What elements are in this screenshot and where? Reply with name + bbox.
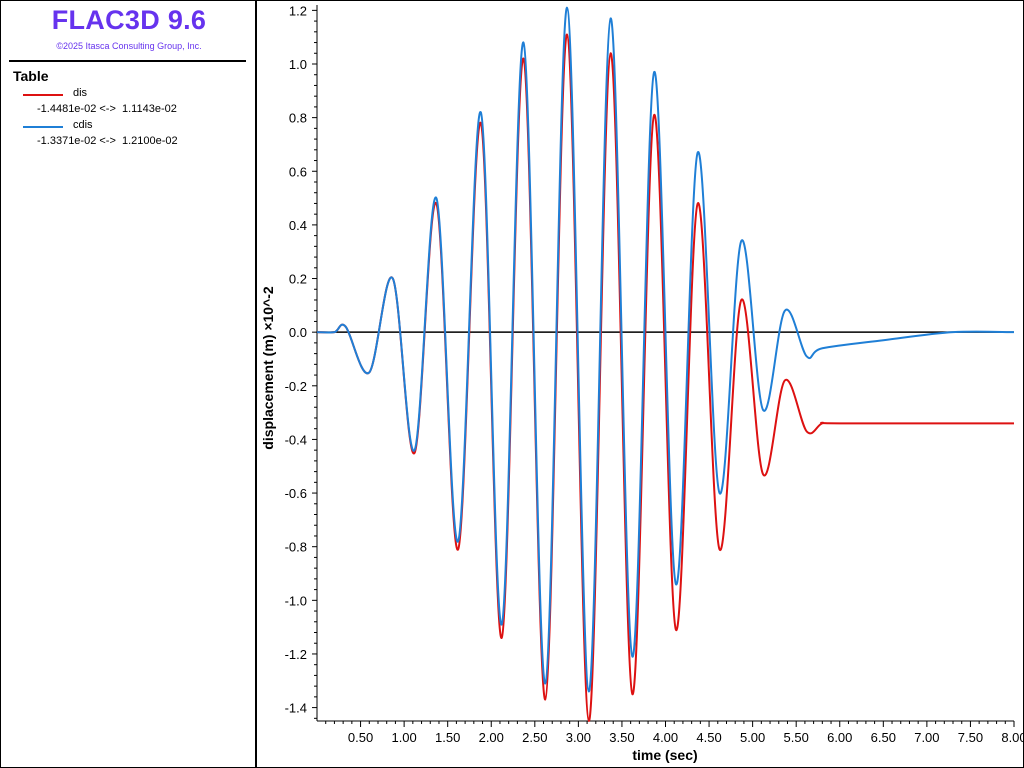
- y-tick-label: -0.4: [285, 432, 307, 447]
- y-ticks: 1.2 1.0 0.8 0.6 0.4 0.2 0.0 -0.2 -0.4 -0.6 -0.8 -1.…: [285, 3, 317, 719]
- x-tick-label: 1.00: [391, 730, 416, 745]
- x-tick-label: 3.00: [566, 730, 591, 745]
- x-axis-label: time (sec): [632, 747, 697, 763]
- y-tick-label: -1.4: [285, 701, 307, 716]
- y-tick-label: 0.6: [289, 164, 307, 179]
- y-axis-label: displacement (m) ×10^-2: [260, 286, 276, 450]
- legend-range-dis: -1.4481e-02 <-> 1.1143e-02: [37, 103, 177, 115]
- series-lines: [316, 6, 1015, 723]
- legend-heading: Table: [13, 68, 49, 84]
- x-tick-label: 4.50: [696, 730, 721, 745]
- x-tick-label: 6.00: [827, 730, 852, 745]
- title-divider: [9, 60, 246, 62]
- legend-panel: FLAC3D 9.6 ©2025 Itasca Consulting Group…: [1, 1, 257, 767]
- y-tick-label: -1.0: [285, 593, 307, 608]
- copyright-notice: ©2025 Itasca Consulting Group, Inc.: [56, 41, 202, 51]
- y-tick-label: 0.2: [289, 272, 307, 287]
- legend-entry-dis[interactable]: dis -1.4481e-02 <-> 1.1143e-02: [1, 87, 251, 119]
- legend-range-cdis: -1.3371e-02 <-> 1.2100e-02: [37, 135, 178, 147]
- x-tick-label: 2.50: [522, 730, 547, 745]
- y-tick-label: 1.2: [289, 3, 307, 18]
- x-tick-label: 8.00: [1001, 730, 1023, 745]
- series-line-cdis: [316, 6, 1015, 693]
- x-tick-label: 3.50: [609, 730, 634, 745]
- x-tick-label: 7.50: [958, 730, 983, 745]
- y-tick-label: -0.6: [285, 486, 307, 501]
- y-tick-label: 1.0: [289, 57, 307, 72]
- x-tick-label: 2.00: [479, 730, 504, 745]
- x-tick-label: 7.00: [914, 730, 939, 745]
- legend-label-dis: dis: [73, 87, 88, 99]
- x-tick-label: 0.50: [348, 730, 373, 745]
- legend-swatch-dis: [23, 94, 63, 96]
- x-tick-label: 4.00: [653, 730, 678, 745]
- x-tick-label: 5.00: [740, 730, 765, 745]
- y-tick-label: -0.8: [285, 540, 307, 555]
- legend-entry-cdis[interactable]: cdis -1.3371e-02 <-> 1.2100e-02: [1, 119, 251, 151]
- app-title: FLAC3D 9.6: [51, 5, 207, 35]
- x-tick-label: 5.50: [784, 730, 809, 745]
- legend-label-cdis: cdis: [73, 119, 93, 131]
- x-tick-label: 1.50: [435, 730, 460, 745]
- legend-swatch-cdis: [23, 126, 63, 128]
- y-tick-label: -1.2: [285, 647, 307, 662]
- y-tick-label: 0.8: [289, 111, 307, 126]
- y-tick-label: -0.2: [285, 379, 307, 394]
- y-tick-label: 0.4: [289, 218, 307, 233]
- x-ticks: 0.50 1.00 1.50 2.00 2.50 3.00 3.50 4.00 4.50 5.00…: [325, 721, 1023, 745]
- y-tick-label: 0.0: [289, 325, 307, 340]
- x-tick-label: 6.50: [871, 730, 896, 745]
